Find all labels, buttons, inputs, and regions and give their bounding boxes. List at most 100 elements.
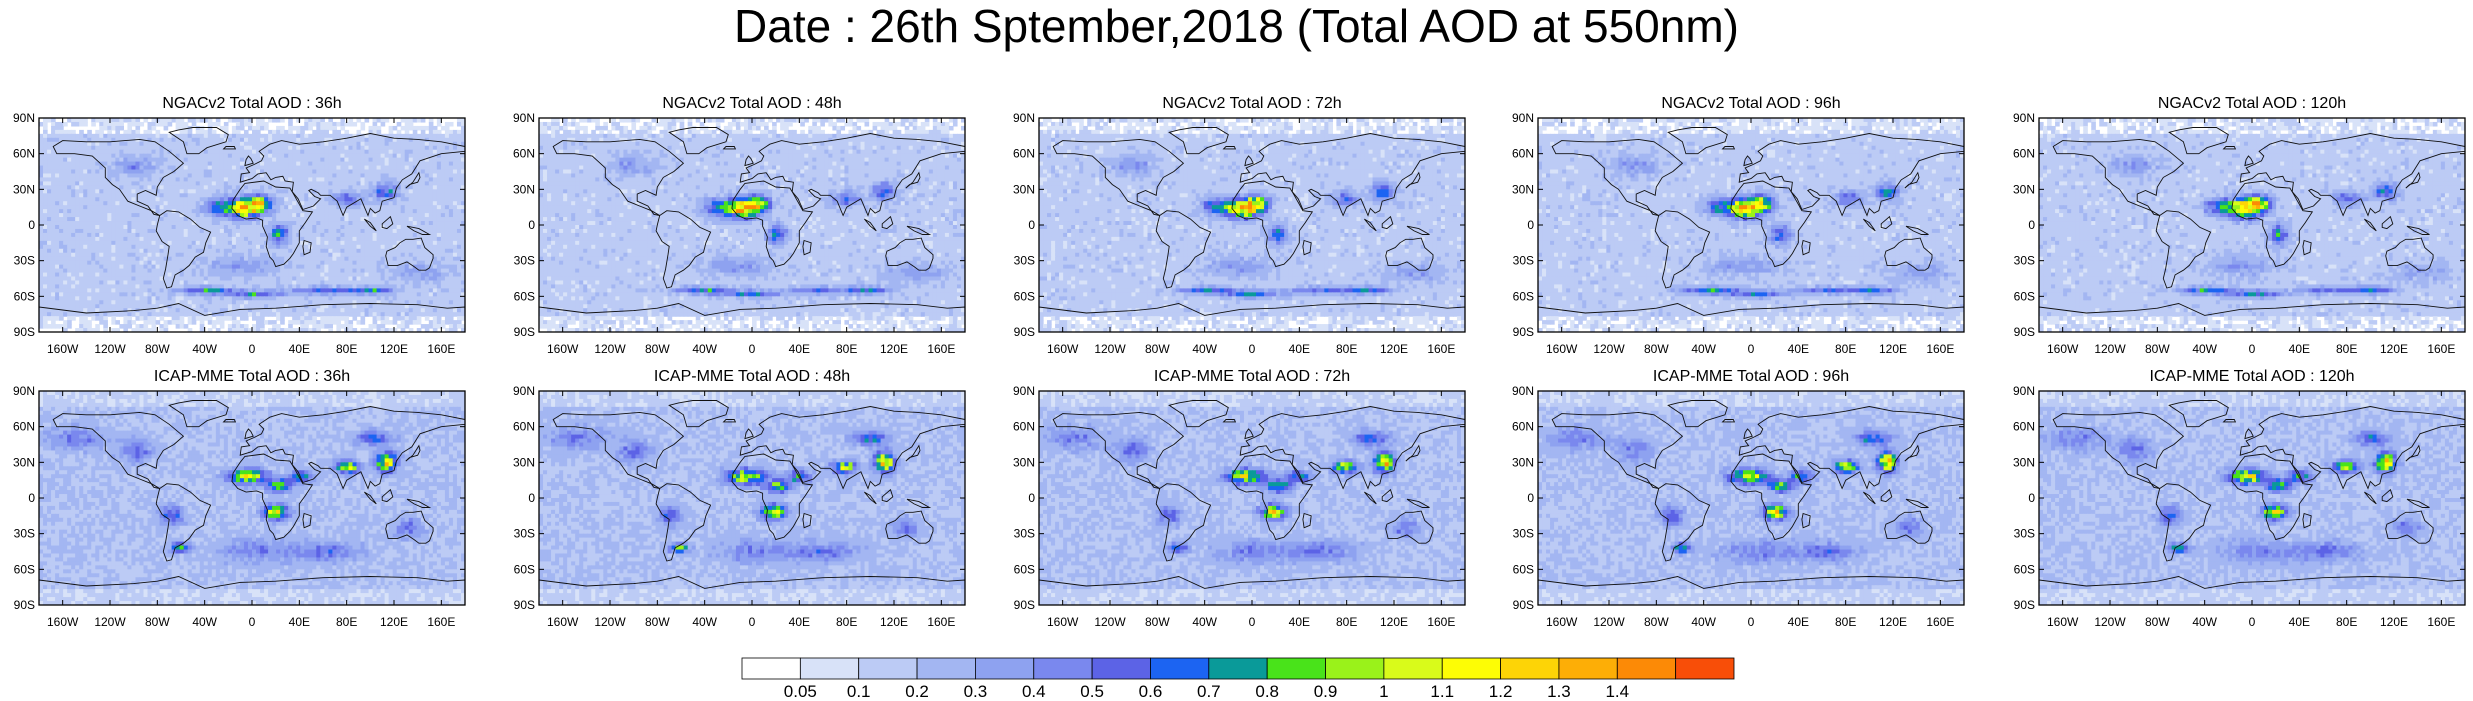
- lon-tick-label: 160E: [1427, 615, 1455, 629]
- lon-tick-label: 160W: [1047, 615, 1079, 629]
- lon-tick-label: 80E: [2336, 615, 2357, 629]
- aod-field: [1538, 118, 1964, 332]
- lat-tick-label: 90S: [2014, 325, 2035, 339]
- coastlines: [1039, 400, 1465, 605]
- colorbar-swatch: [741, 657, 801, 680]
- lat-tick-label: 30S: [514, 527, 535, 541]
- lon-tick-label: 120E: [2380, 342, 2408, 356]
- lat-tick-label: 60N: [1013, 147, 1035, 161]
- lon-tick-label: 80E: [1835, 342, 1856, 356]
- panel-title: NGACv2 Total AOD : 48h: [662, 95, 841, 112]
- lat-tick-label: 30S: [1513, 254, 1534, 268]
- lat-tick-label: 60N: [1512, 147, 1534, 161]
- coastlines: [1039, 127, 1465, 332]
- lon-tick-label: 120E: [1380, 342, 1408, 356]
- panel-title: NGACv2 Total AOD : 72h: [1162, 95, 1341, 112]
- lon-tick-label: 160E: [427, 615, 455, 629]
- lon-tick-label: 40E: [1788, 342, 1809, 356]
- colorbar-label: 0.6: [1139, 682, 1163, 701]
- colorbar-swatch: [1500, 657, 1560, 680]
- lat-tick-label: 60N: [1512, 420, 1534, 434]
- colorbar-swatch: [1383, 657, 1443, 680]
- aod-field: [539, 391, 965, 605]
- aod-field: [2039, 391, 2465, 605]
- colorbar-swatch: [1675, 657, 1735, 680]
- colorbar-swatch: [1033, 657, 1093, 680]
- lat-tick-label: 0: [28, 218, 35, 232]
- coastlines: [1538, 400, 1964, 605]
- lat-tick-label: 60S: [2014, 562, 2035, 576]
- lat-tick-label: 90S: [1513, 325, 1534, 339]
- lon-tick-label: 80E: [836, 342, 857, 356]
- lat-tick-label: 60S: [1014, 562, 1035, 576]
- lon-tick-label: 120W: [594, 342, 626, 356]
- lat-tick-label: 90S: [514, 598, 535, 612]
- colorbar-label: 0.3: [964, 682, 988, 701]
- colorbar-label: 0.9: [1314, 682, 1338, 701]
- panel-title: ICAP-MME Total AOD : 96h: [1653, 368, 1849, 385]
- lon-tick-label: 0: [749, 615, 756, 629]
- lat-tick-label: 30S: [1513, 527, 1534, 541]
- lat-tick-label: 30S: [2014, 254, 2035, 268]
- lon-tick-label: 40W: [1691, 615, 1716, 629]
- lon-tick-label: 160E: [927, 342, 955, 356]
- lon-tick-label: 120W: [1094, 342, 1126, 356]
- lat-tick-label: 60N: [2013, 420, 2035, 434]
- lon-tick-label: 160E: [2427, 615, 2455, 629]
- lat-tick-label: 60S: [1014, 289, 1035, 303]
- aod-field: [39, 391, 465, 605]
- lon-tick-label: 160E: [1427, 342, 1455, 356]
- lon-tick-label: 160W: [1546, 615, 1578, 629]
- colorbar-label: 0.1: [847, 682, 871, 701]
- lat-tick-label: 90N: [2013, 111, 2035, 125]
- lon-tick-label: 160W: [47, 342, 79, 356]
- lon-tick-label: 160E: [927, 615, 955, 629]
- lon-tick-label: 40W: [1192, 615, 1217, 629]
- lat-tick-label: 60N: [1013, 420, 1035, 434]
- lat-tick-label: 30S: [14, 527, 35, 541]
- aod-field: [1538, 391, 1964, 605]
- lat-tick-label: 0: [1028, 491, 1035, 505]
- lat-tick-label: 60S: [2014, 289, 2035, 303]
- lat-tick-label: 30N: [1512, 455, 1534, 469]
- lon-tick-label: 160W: [547, 615, 579, 629]
- lat-tick-label: 0: [1028, 218, 1035, 232]
- lon-tick-label: 40W: [2192, 342, 2217, 356]
- coastlines: [2039, 127, 2465, 332]
- aod-field: [1039, 391, 1465, 605]
- coastlines: [39, 127, 465, 332]
- lat-tick-label: 0: [2028, 491, 2035, 505]
- colorbar-label: 0.8: [1255, 682, 1279, 701]
- lon-tick-label: 0: [249, 615, 256, 629]
- lon-tick-label: 40W: [2192, 615, 2217, 629]
- lat-tick-label: 30N: [513, 182, 535, 196]
- lon-tick-label: 120E: [880, 342, 908, 356]
- lat-tick-label: 90N: [513, 111, 535, 125]
- lat-tick-label: 60S: [514, 562, 535, 576]
- map-panel-2: NGACv2 Total AOD : 48h 90N 60N 30N 0 30S 60S 90…: [513, 95, 966, 356]
- lat-tick-label: 30N: [1013, 455, 1035, 469]
- lon-tick-label: 80E: [336, 615, 357, 629]
- lat-tick-label: 30N: [513, 455, 535, 469]
- lat-tick-label: 0: [528, 218, 535, 232]
- lat-tick-label: 90S: [14, 598, 35, 612]
- lon-tick-label: 80E: [1835, 615, 1856, 629]
- lon-tick-label: 40W: [692, 615, 717, 629]
- coastlines: [39, 400, 465, 605]
- lat-tick-label: 60N: [2013, 147, 2035, 161]
- panel-title: NGACv2 Total AOD : 120h: [2158, 95, 2346, 112]
- lat-tick-label: 30N: [13, 182, 35, 196]
- colorbar-swatch: [1441, 657, 1501, 680]
- lon-tick-label: 120W: [94, 342, 126, 356]
- lat-tick-label: 90N: [1512, 384, 1534, 398]
- lon-tick-label: 80E: [836, 615, 857, 629]
- lat-tick-label: 90S: [1014, 325, 1035, 339]
- lon-tick-label: 0: [749, 342, 756, 356]
- lat-tick-label: 30N: [2013, 182, 2035, 196]
- lon-tick-label: 120E: [380, 615, 408, 629]
- lon-tick-label: 40E: [1289, 342, 1310, 356]
- lat-tick-label: 90S: [2014, 598, 2035, 612]
- lat-tick-label: 90N: [1013, 111, 1035, 125]
- lon-tick-label: 120W: [1593, 615, 1625, 629]
